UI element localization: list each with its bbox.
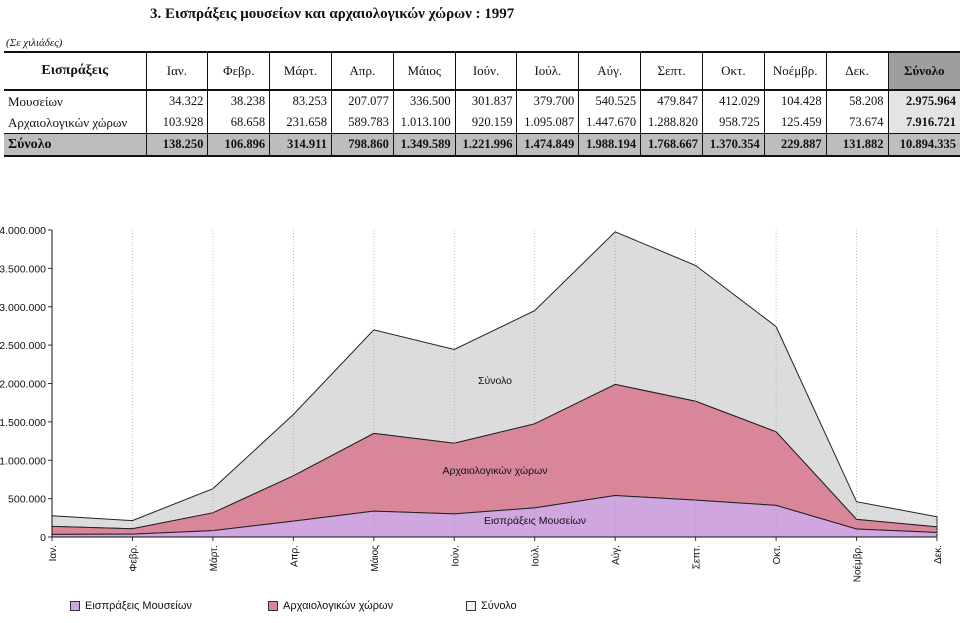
legend-swatch [466, 601, 476, 611]
col-header: Απρ. [330, 51, 394, 91]
col-header: Αύγ. [578, 51, 641, 91]
table-header-row: Εισπράξεις Ιαν. Φεβρ. Μάρτ. Απρ. Μάιος Ι… [4, 51, 960, 91]
col-header: Μάρτ. [269, 51, 332, 91]
col-header: Οκτ. [701, 51, 765, 91]
col-header: Ιούν. [454, 51, 517, 91]
area-series [51, 495, 938, 538]
table-row: Μουσείων 34.322 38.238 83.253 207.077 33… [4, 90, 960, 112]
x-tick-label: Ιούν. [449, 545, 461, 567]
col-header: Ιούλ. [516, 51, 579, 91]
y-tick-label: 1.500.000 [0, 417, 46, 429]
cell: 131.882 [825, 133, 888, 157]
unit-note: (Σε χιλιάδες) [6, 37, 63, 49]
cell: 412.029 [701, 90, 765, 112]
stacked-area-chart: 0 500.000 1.000.000 1.500.000 2.000.000 2.500… [0, 225, 944, 582]
table-row-total: Σύνολο 138.250 106.896 314.911 798.860 1… [4, 133, 960, 157]
legend-swatch [268, 601, 278, 611]
col-header: Νοέμβρ. [763, 51, 827, 91]
y-tick-label: 2.500.000 [0, 340, 46, 352]
x-tick-label: Οκτ. [772, 545, 783, 565]
chart-legend: Εισπράξεις Μουσείων Αρχαιολογικών χώρων … [0, 590, 963, 620]
x-tick-label: Δεκ. [933, 545, 944, 564]
cell: 38.238 [207, 90, 270, 112]
x-tick-label: Νοέμβρ. [852, 545, 864, 582]
col-header-total: Σύνολο [887, 51, 960, 91]
legend-label: Σύνολο [481, 600, 517, 612]
y-tick-label: 500.000 [8, 494, 46, 506]
cell: 379.700 [516, 90, 579, 112]
cell: 83.253 [269, 90, 332, 112]
cell: 73.674 [825, 112, 888, 134]
cell: 589.783 [330, 112, 394, 134]
x-tick-label: Αύγ. [610, 545, 622, 565]
area-label: Εισπράξεις Μουσείων [484, 515, 586, 527]
cell: 1.370.354 [701, 133, 765, 157]
cell: 104.428 [763, 90, 827, 112]
cell: 1.768.667 [640, 133, 703, 157]
y-tick-label: 1.000.000 [0, 455, 46, 467]
legend-item-museums: Εισπράξεις Μουσείων [70, 600, 192, 612]
cell: 1.095.087 [516, 112, 579, 134]
cell: 540.525 [578, 90, 641, 112]
cell: 1.447.670 [578, 112, 641, 134]
cell: 920.159 [454, 112, 517, 134]
cell-total: 10.894.335 [887, 133, 960, 157]
cell: 231.658 [269, 112, 332, 134]
cell: 336.500 [392, 90, 456, 112]
y-tick-label: 3.500.000 [0, 263, 46, 275]
legend-item-sites: Αρχαιολογικών χώρων [268, 600, 393, 612]
col-header: Μάιος [392, 51, 456, 91]
col-header: Ιαν. [145, 51, 208, 91]
x-tick-label: Μάιος [369, 545, 381, 572]
x-tick-label: Μάρτ. [208, 545, 220, 571]
row-label: Σύνολο [4, 133, 146, 157]
y-tick-label: 4.000.000 [0, 225, 46, 237]
cell: 58.208 [825, 90, 888, 112]
cell: 103.928 [145, 112, 208, 134]
cell: 1.013.100 [392, 112, 456, 134]
cell: 479.847 [640, 90, 703, 112]
legend-label: Εισπράξεις Μουσείων [85, 600, 192, 612]
row-label: Αρχαιολογικών χώρων [8, 114, 128, 130]
cell: 958.725 [701, 112, 765, 134]
cell: 1.988.194 [578, 133, 641, 157]
cell-total: 2.975.964 [887, 90, 960, 112]
cell: 68.658 [207, 112, 270, 134]
row-label: Μουσείων [8, 93, 63, 109]
cell: 138.250 [145, 133, 208, 157]
cell: 798.860 [330, 133, 394, 157]
legend-item-total: Σύνολο [466, 600, 517, 612]
cell: 1.288.820 [640, 112, 703, 134]
cell: 301.837 [454, 90, 517, 112]
x-tick-label: Σεπτ. [692, 545, 703, 569]
col-header: Δεκ. [825, 51, 888, 91]
area-label: Σύνολο [478, 375, 512, 387]
legend-label: Αρχαιολογικών χώρων [283, 600, 394, 612]
y-tick-label: 3.000.000 [0, 302, 46, 314]
cell: 207.077 [330, 90, 394, 112]
area-label: Αρχαιολογικών χώρων [442, 465, 547, 477]
x-tick-label: Απρ. [289, 545, 300, 567]
y-tick-label: 2.000.000 [0, 379, 46, 391]
cell-total: 7.916.721 [887, 112, 960, 134]
revenue-table: Εισπράξεις Ιαν. Φεβρ. Μάρτ. Απρ. Μάιος Ι… [4, 51, 960, 157]
table-row: Αρχαιολογικών χώρων 103.928 68.658 231.6… [4, 112, 960, 134]
cell: 106.896 [207, 133, 270, 157]
cell: 314.911 [269, 133, 332, 157]
col-header: Φεβρ. [207, 51, 270, 91]
x-tick-label: Ιούλ. [530, 545, 542, 567]
table-header-label: Εισπράξεις [4, 51, 146, 91]
col-header: Σεπτ. [640, 51, 703, 91]
y-tick-label: 0 [40, 532, 46, 544]
page-title: 3. Εισπράξεις μουσείων και αρχαιολογικών… [150, 6, 515, 22]
legend-swatch [70, 601, 80, 611]
cell: 125.459 [763, 112, 827, 134]
cell: 1.221.996 [454, 133, 517, 157]
cell: 34.322 [145, 90, 208, 112]
x-tick-label: Ιαν. [48, 545, 59, 561]
cell: 1.474.849 [516, 133, 579, 157]
cell: 1.349.589 [392, 133, 456, 157]
x-tick-label: Φεβρ. [128, 545, 139, 572]
cell: 229.887 [763, 133, 827, 157]
